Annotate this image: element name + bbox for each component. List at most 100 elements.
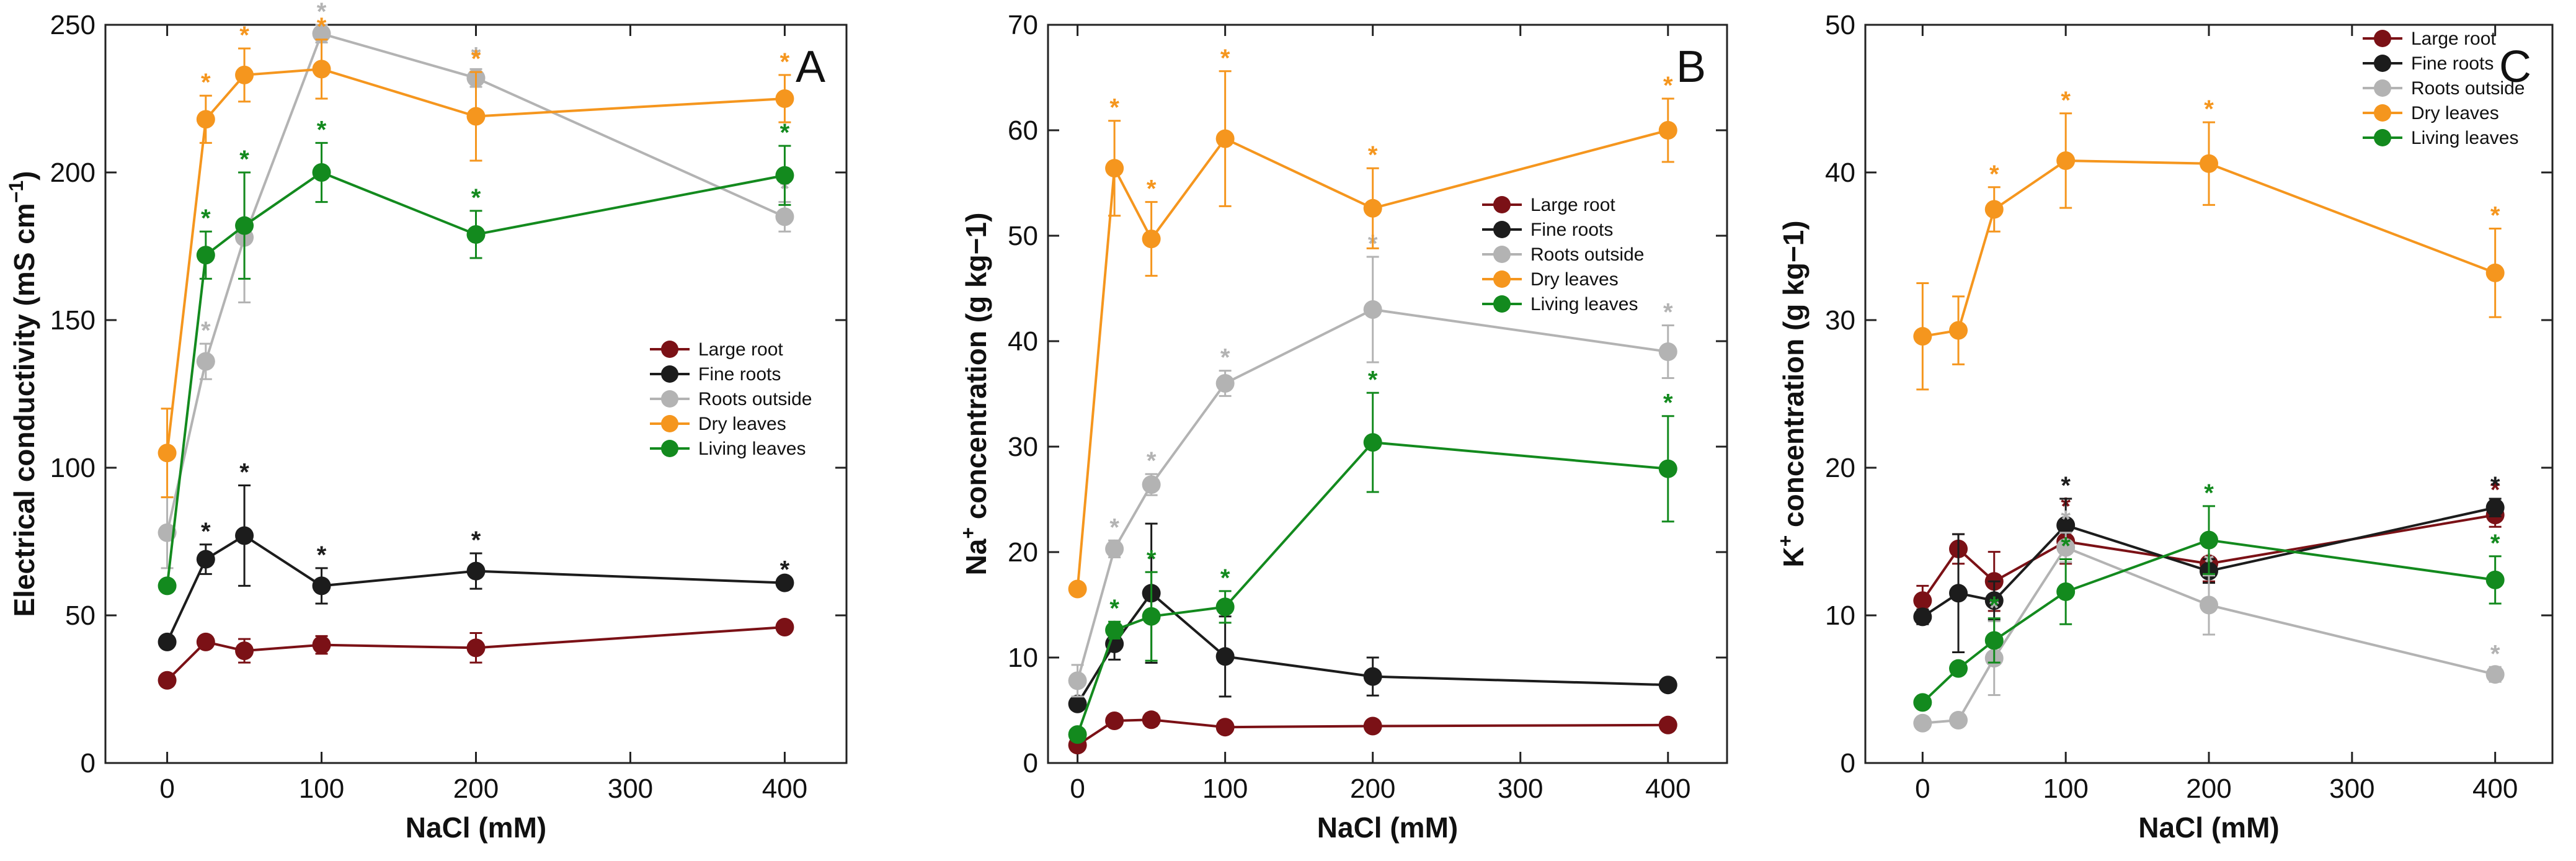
y-axis-title-main: Na xyxy=(960,538,992,575)
x-axis-title: NaCl (mM) xyxy=(406,811,546,844)
series-fine-roots: * * * * * xyxy=(158,459,794,651)
y-tick-label: 40 xyxy=(1825,158,1855,188)
significance-mark: * xyxy=(2061,533,2071,560)
y-tick-label: 30 xyxy=(1825,305,1855,336)
significance-mark: * xyxy=(780,48,790,76)
data-point xyxy=(1105,712,1124,730)
y-axis-title-tail: ) xyxy=(8,171,40,180)
y-tick-label: 30 xyxy=(1008,432,1038,462)
x-tick-label: 200 xyxy=(453,774,499,804)
legend-marker xyxy=(661,440,678,457)
panel-letter: C xyxy=(2499,42,2531,92)
data-point xyxy=(2056,582,2076,601)
data-point xyxy=(1142,230,1161,249)
data-point xyxy=(2056,515,2076,535)
data-point xyxy=(1658,121,1677,140)
data-point xyxy=(775,618,794,637)
data-point xyxy=(1984,591,2004,610)
significance-mark: * xyxy=(2204,480,2214,507)
data-point xyxy=(466,107,486,126)
series-living-leaves: **** xyxy=(1913,480,2505,712)
legend-marker xyxy=(1493,221,1511,238)
panel-letter: B xyxy=(1676,42,1706,92)
x-tick-label: 0 xyxy=(1070,774,1085,804)
data-point xyxy=(1215,129,1235,148)
x-tick-label: 100 xyxy=(299,774,344,804)
significance-mark: * xyxy=(2061,472,2071,499)
data-point xyxy=(1949,710,1968,729)
legend-marker xyxy=(2374,79,2391,97)
data-point xyxy=(1105,620,1124,640)
significance-mark: * xyxy=(239,146,249,173)
significance-mark: * xyxy=(1989,595,1999,622)
legend-label: Living leaves xyxy=(1530,294,1638,315)
data-point xyxy=(1105,539,1124,558)
significance-mark: * xyxy=(1220,564,1230,592)
panel-letter: A xyxy=(796,42,825,92)
y-tick-label: 0 xyxy=(1023,748,1038,778)
series-roots-outside: * * * * * xyxy=(1068,230,1677,698)
legend-marker xyxy=(661,415,678,432)
legend-marker xyxy=(1493,196,1511,213)
series-line xyxy=(1076,308,1669,681)
data-point xyxy=(1658,342,1677,361)
legend-marker xyxy=(2374,129,2391,146)
y-tick-label: 50 xyxy=(65,600,95,631)
significance-mark: * xyxy=(1663,390,1673,417)
legend-label: Fine roots xyxy=(698,364,781,385)
significance-mark: * xyxy=(239,22,249,49)
data-point xyxy=(196,110,215,129)
significance-mark: * xyxy=(1663,72,1673,99)
data-point xyxy=(1215,597,1235,617)
data-point xyxy=(312,163,331,182)
x-tick-label: 0 xyxy=(159,774,174,804)
data-point xyxy=(158,444,177,463)
data-point xyxy=(466,638,486,658)
data-point xyxy=(1068,725,1087,744)
data-point xyxy=(1068,671,1087,690)
y-axis-title-tail: concentration (g kg−1) xyxy=(1777,220,1810,535)
data-point xyxy=(196,632,215,651)
panel-c: 0 100 200 300 400 0 10 20 30 40 50 NaCl (mM) K+ conc… xyxy=(1774,10,2554,844)
data-point xyxy=(1949,659,1968,678)
x-tick-label: 400 xyxy=(2472,774,2518,804)
data-point xyxy=(158,576,177,596)
data-point xyxy=(775,573,794,592)
significance-mark: * xyxy=(1109,514,1119,541)
y-axis-title-main: Electrical conductivity (mS cm xyxy=(8,203,40,617)
data-point xyxy=(196,550,215,569)
legend-label: Roots outside xyxy=(1530,244,1644,265)
data-point xyxy=(775,89,794,108)
y-tick-label: 50 xyxy=(1825,10,1855,40)
legend-label: Living leaves xyxy=(698,439,806,459)
data-point xyxy=(1658,676,1677,695)
data-point xyxy=(235,65,254,84)
plot-frame xyxy=(1047,24,1728,764)
data-point xyxy=(1142,710,1161,729)
legend-label: Living leaves xyxy=(2411,128,2518,148)
significance-mark: * xyxy=(201,317,211,344)
legend: Large root Fine roots Roots outside Dry lea… xyxy=(2363,29,2525,148)
x-tick-label: 300 xyxy=(608,774,653,804)
y-tick-label: 10 xyxy=(1008,643,1038,673)
series-dry-leaves: * * * * * xyxy=(158,13,794,499)
data-point xyxy=(1913,713,1932,733)
data-point xyxy=(2485,665,2505,684)
significance-mark: * xyxy=(471,42,481,69)
data-point xyxy=(158,671,177,690)
significance-mark: * xyxy=(1989,592,1999,619)
x-tick-label: 400 xyxy=(1645,774,1690,804)
y-tick-label: 20 xyxy=(1825,453,1855,483)
significance-mark: * xyxy=(317,542,327,569)
data-point xyxy=(775,207,794,226)
y-tick-label: 100 xyxy=(50,453,95,483)
data-point xyxy=(1363,716,1382,736)
legend-marker xyxy=(1493,295,1511,313)
data-point xyxy=(1949,584,1968,603)
series-fine-roots: * * xyxy=(1913,472,2505,653)
y-axis-title: Electrical conductivity (mS cm−1) xyxy=(5,171,40,617)
data-point xyxy=(235,216,254,235)
series-line xyxy=(166,32,786,533)
x-tick-label: 400 xyxy=(762,774,807,804)
